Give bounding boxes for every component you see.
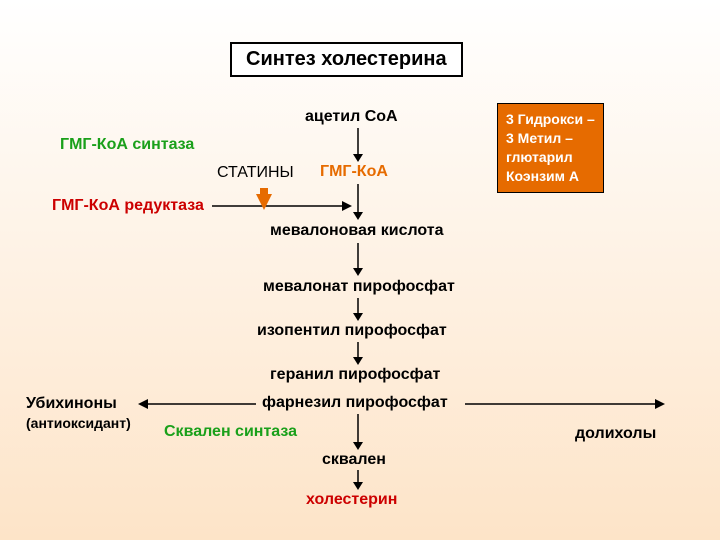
enzyme-squalene-synthase: Сквален синтаза [164,423,297,441]
arrow-8 [352,470,364,490]
node-cholesterol: холестерин [306,491,397,509]
title-text: Синтез холестерина [246,48,447,70]
statin-arrow-icon [256,194,272,210]
enzyme-reductase: ГМГ-КоА редуктаза [52,197,204,215]
title-box: Синтез холестерина [230,42,463,77]
node-gpp: геранил пирофосфат [270,366,440,384]
node-hmg: ГМГ-КоА [320,163,388,181]
node-mevalonic: мевалоновая кислота [270,222,444,240]
node-fpp: фарнезил пирофосфат [262,394,448,412]
box-l1: 3 Гидрокси – [506,110,595,129]
enzyme-synthase: ГМГ-КоА синтаза [60,136,194,154]
box-l2: 3 Метил – [506,129,595,148]
box-l4: Коэнзим А [506,167,595,186]
node-squalene: сквален [322,451,386,469]
label-statin: СТАТИНЫ [217,164,294,182]
arrow-3 [352,243,364,276]
arrow-2 [352,184,364,220]
ubi-sub: (антиоксидант) [26,415,131,431]
arrow-5 [352,342,364,365]
arrow-right-branch [465,398,665,410]
hmg-expansion-box: 3 Гидрокси – 3 Метил – глютарил Коэнзим … [497,103,604,193]
node-mev-pp: мевалонат пирофосфат [263,278,455,296]
ubi-title: Убихиноны [26,395,117,413]
arrow-reductase [212,200,352,212]
node-ipp: изопентил пирофосфат [257,322,447,340]
dolichols: долихолы [575,425,656,443]
node-acetyl: ацетил СоА [305,108,398,126]
arrow-7 [352,414,364,450]
arrow-1 [352,128,364,162]
arrow-4 [352,298,364,321]
arrow-left-branch [138,398,256,410]
box-l3: глютарил [506,148,595,167]
